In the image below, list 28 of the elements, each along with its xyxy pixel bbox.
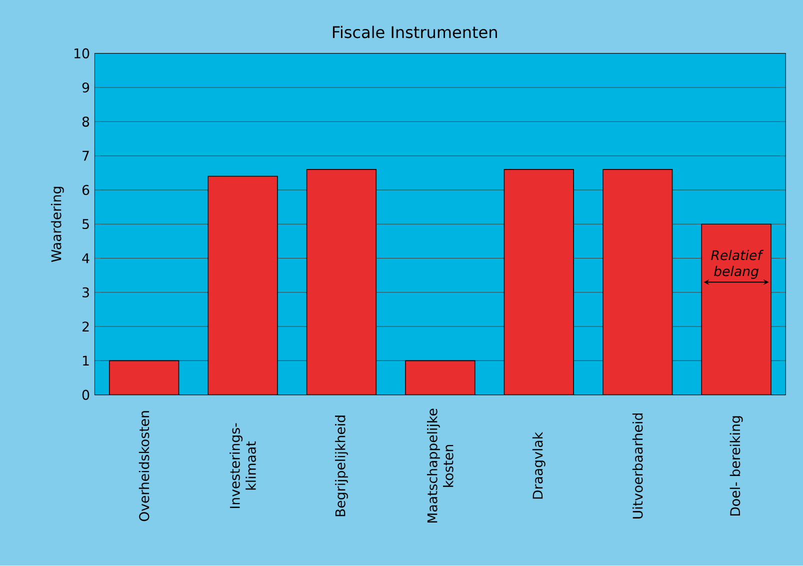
y-tick-label: 5 bbox=[82, 219, 89, 230]
bar bbox=[109, 360, 179, 396]
bar bbox=[406, 360, 475, 396]
y-tick-label: 2 bbox=[82, 322, 89, 332]
annotation: Relatief belang bbox=[711, 250, 764, 280]
y-tick-label: 8 bbox=[82, 116, 90, 127]
y-tick-label: 7 bbox=[82, 151, 89, 161]
bar bbox=[602, 170, 672, 396]
bar bbox=[701, 224, 772, 396]
x-tick-label: Maatschappelijke kosten bbox=[427, 408, 454, 523]
y-tick-label: 9 bbox=[82, 82, 90, 93]
y-tick-label: 4 bbox=[82, 254, 90, 264]
y-tick-label: 1 bbox=[82, 356, 89, 366]
y-tick-label: 0 bbox=[82, 390, 90, 400]
x-tick-label: Investerings- klimaat bbox=[230, 423, 256, 508]
bar bbox=[306, 170, 376, 396]
y-axis-title: Waardering bbox=[50, 187, 64, 262]
bar bbox=[504, 170, 574, 396]
x-tick-label: Draagvlak bbox=[532, 432, 546, 499]
x-tick-label: Uitvoerbaarheid bbox=[632, 414, 643, 519]
bar bbox=[208, 176, 278, 396]
x-tick-label: Doel- bereiking bbox=[730, 416, 743, 516]
y-tick-label: 3 bbox=[82, 288, 89, 298]
x-tick-label: Begrijpelijkheid bbox=[335, 416, 348, 516]
x-tick-label: Overheidskosten bbox=[138, 411, 150, 522]
y-tick-label: 10 bbox=[74, 48, 90, 59]
chart-title: Fiscale Instrumenten bbox=[332, 26, 497, 38]
y-tick-label: 6 bbox=[82, 185, 90, 196]
